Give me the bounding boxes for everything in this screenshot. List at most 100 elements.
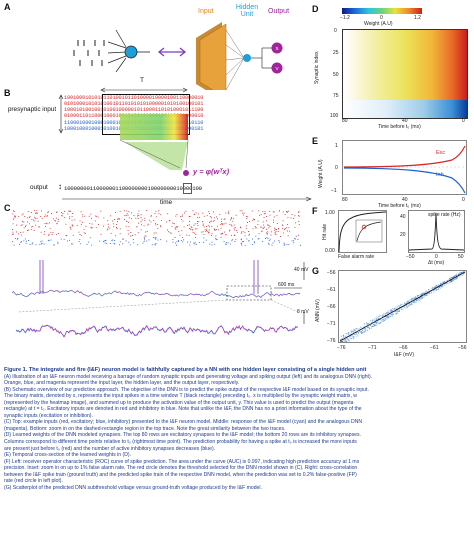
scatter-point bbox=[353, 334, 355, 335]
caption-line: rectangle) at t = t₀. Excitatory inputs … bbox=[4, 406, 362, 413]
scatter-point bbox=[406, 301, 408, 302]
scatter-point bbox=[453, 276, 455, 278]
raster-spike bbox=[220, 224, 222, 226]
scatter-point bbox=[362, 330, 364, 331]
scatter-point bbox=[414, 297, 416, 298]
raster-spike bbox=[99, 240, 101, 242]
raster-spike bbox=[211, 233, 213, 235]
roc-inset bbox=[355, 219, 383, 243]
raster-spike bbox=[79, 243, 81, 245]
scatter-point bbox=[416, 295, 418, 296]
raster-spike bbox=[298, 211, 300, 212]
caption-line: The binary matrix, denoted by x, represe… bbox=[4, 393, 357, 400]
raster-spike bbox=[209, 243, 211, 245]
scatter-point bbox=[442, 284, 444, 286]
g-xtick: −71 bbox=[368, 345, 377, 351]
raster-spike bbox=[58, 233, 59, 234]
raster-spike bbox=[61, 215, 63, 217]
scatter-point bbox=[448, 278, 450, 280]
scatter-point bbox=[388, 310, 389, 312]
raster-spike bbox=[94, 220, 96, 222]
raster-spike bbox=[175, 228, 177, 230]
scatter-point bbox=[385, 312, 387, 314]
scatter-point bbox=[444, 285, 446, 287]
scatter-point bbox=[446, 280, 448, 281]
scatter-point bbox=[351, 334, 353, 336]
raster-spike bbox=[289, 230, 291, 232]
scatter-point bbox=[372, 320, 373, 321]
scatter-point bbox=[387, 318, 389, 319]
raster-spike bbox=[196, 228, 198, 230]
raster-spike bbox=[231, 239, 233, 241]
raster-spike bbox=[27, 230, 28, 231]
scatter-point bbox=[462, 272, 464, 273]
raster-spike bbox=[27, 221, 28, 223]
scatter-point bbox=[422, 297, 424, 299]
raster-spike bbox=[207, 225, 209, 226]
raster-spike bbox=[273, 240, 275, 242]
raster-spike bbox=[178, 231, 180, 232]
panel-a-label: A bbox=[4, 2, 11, 12]
raster-spike bbox=[258, 233, 260, 235]
raster-spike bbox=[141, 219, 143, 221]
raster-spike bbox=[185, 210, 187, 212]
raster-spike bbox=[229, 230, 230, 232]
f-right-xtick: 0 bbox=[435, 254, 438, 260]
scatter-point bbox=[343, 337, 345, 338]
scatter-point bbox=[375, 318, 377, 320]
raster-spike bbox=[206, 228, 208, 230]
raster-spike bbox=[191, 229, 193, 230]
scatter-point bbox=[449, 277, 451, 279]
raster-spike bbox=[90, 226, 92, 228]
raster-spike bbox=[263, 224, 265, 226]
raster-spike bbox=[291, 214, 293, 215]
raster-spike bbox=[298, 215, 300, 217]
raster-spike bbox=[194, 243, 196, 245]
scatter-point bbox=[400, 308, 402, 310]
scatter-point bbox=[442, 285, 443, 287]
hidden-unit-icon bbox=[243, 54, 251, 62]
d-ytick: 50 bbox=[333, 72, 339, 78]
scatter-point bbox=[350, 330, 352, 332]
scatter-point bbox=[382, 314, 383, 316]
scatter-point bbox=[351, 330, 353, 332]
scatter-point bbox=[356, 332, 358, 334]
raster-spike bbox=[71, 243, 72, 245]
raster-spike bbox=[243, 241, 245, 242]
scatter-point bbox=[390, 316, 391, 317]
raster-spike bbox=[52, 218, 54, 220]
raster-spike bbox=[31, 243, 33, 245]
raster-spike bbox=[243, 214, 245, 216]
raster-spike bbox=[273, 211, 275, 213]
scatter-point bbox=[421, 293, 423, 295]
raster-spike bbox=[14, 215, 16, 217]
scatter-point bbox=[433, 291, 435, 293]
raster-spike bbox=[60, 238, 62, 240]
raster-spike bbox=[154, 213, 156, 215]
scatter-point bbox=[386, 311, 388, 313]
raster-spike bbox=[36, 218, 38, 219]
scatter-point bbox=[356, 328, 357, 329]
raster-spike bbox=[268, 225, 270, 226]
raster-spike bbox=[270, 234, 272, 236]
raster-spike bbox=[216, 225, 218, 227]
scatter-point bbox=[416, 299, 417, 300]
raster-spike bbox=[267, 238, 269, 239]
scatter-point bbox=[351, 337, 353, 339]
raster-spike bbox=[213, 243, 215, 245]
raster-spike bbox=[131, 212, 132, 214]
raster-spike bbox=[241, 243, 242, 245]
scatter-point bbox=[461, 271, 462, 273]
scatter-point bbox=[367, 326, 369, 328]
raster-spike bbox=[282, 211, 284, 213]
scatter-point bbox=[399, 310, 401, 312]
scatter-point bbox=[345, 339, 347, 340]
scatter-point bbox=[358, 332, 359, 333]
scatter-point bbox=[415, 300, 417, 302]
raster-spike bbox=[145, 235, 147, 237]
panel-e-plot bbox=[342, 140, 467, 195]
scatter-point bbox=[393, 308, 394, 310]
raster-spike bbox=[266, 232, 268, 234]
raster-spike bbox=[201, 231, 203, 233]
raster-spike bbox=[267, 231, 269, 233]
